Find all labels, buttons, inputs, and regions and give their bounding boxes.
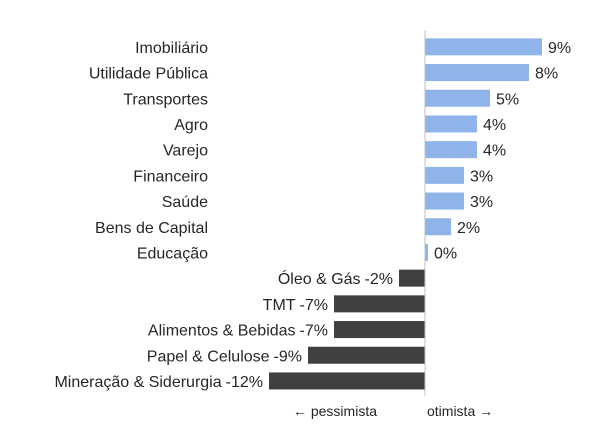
value-label: 5% — [496, 91, 519, 108]
category-label: Varejo — [163, 143, 208, 160]
category-label: Educação — [137, 245, 208, 262]
bar — [425, 218, 451, 236]
value-label: 3% — [470, 194, 493, 211]
bar — [269, 372, 425, 390]
bar — [425, 243, 428, 261]
bar — [425, 192, 464, 210]
value-label: 4% — [483, 143, 506, 160]
value-label: -7% — [300, 323, 328, 340]
bar — [425, 38, 542, 56]
category-label: Agro — [174, 117, 208, 134]
category-label: Transportes — [123, 91, 208, 108]
value-label: -12% — [226, 374, 263, 391]
category-label: Utilidade Pública — [89, 66, 208, 83]
bar — [308, 346, 425, 364]
pessimista-direction-label: ← pessimista — [293, 403, 377, 419]
value-label: 0% — [434, 245, 457, 262]
value-label: -9% — [274, 348, 302, 365]
value-label: 3% — [470, 168, 493, 185]
bar — [425, 64, 529, 82]
bar — [425, 166, 464, 184]
category-label: Alimentos & Bebidas — [148, 323, 296, 340]
category-label: Imobiliário — [135, 40, 208, 57]
category-label: Óleo & Gás — [278, 269, 361, 288]
category-label: Mineração & Siderurgia — [54, 374, 221, 391]
otimista-direction-label: otimista → — [427, 403, 493, 419]
value-label: -2% — [365, 271, 393, 288]
value-label: 9% — [548, 40, 571, 57]
category-label: Saúde — [162, 194, 208, 211]
category-label: TMT — [263, 297, 296, 314]
bar — [334, 295, 425, 313]
value-label: 8% — [535, 66, 558, 83]
bar — [425, 89, 490, 107]
value-label: -7% — [300, 297, 328, 314]
category-label: Financeiro — [133, 168, 208, 185]
value-label: 4% — [483, 117, 506, 134]
bar — [399, 269, 425, 287]
category-label: Papel & Celulose — [147, 348, 270, 365]
category-label: Bens de Capital — [95, 220, 208, 237]
bar — [334, 321, 425, 339]
value-label: 2% — [457, 220, 480, 237]
bar — [425, 141, 477, 159]
bar — [425, 115, 477, 133]
